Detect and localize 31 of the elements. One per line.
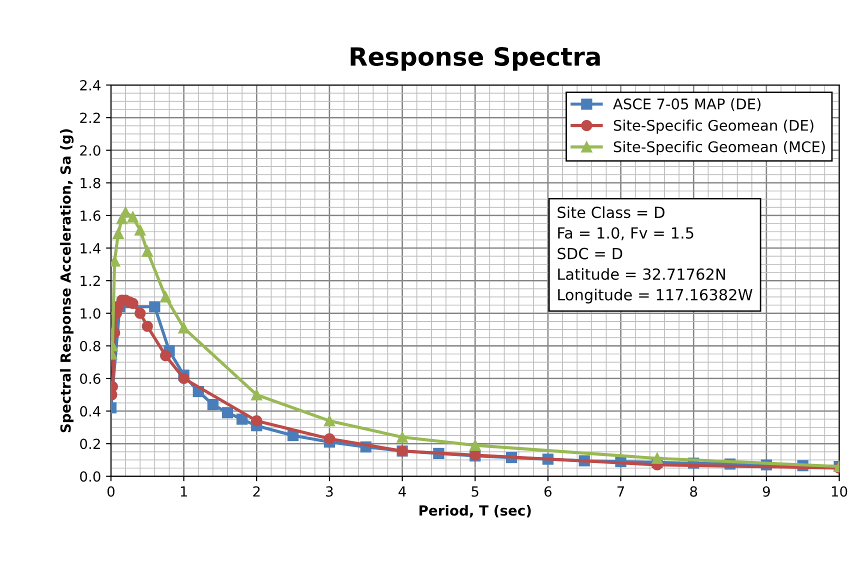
x-tick-label: 7 [617, 486, 624, 497]
x-tick-label: 6 [544, 486, 552, 497]
y-tick-label: 0.0 [80, 471, 100, 482]
y-tick-label: 1.4 [80, 243, 100, 254]
y-axis-title: Spectral Response Acceleration, Sa (g) [60, 129, 74, 432]
legend-label: Site-Specific Geomean (DE) [614, 120, 814, 134]
y-tick-label: 0.8 [80, 340, 100, 352]
x-axis-title: Period, T (sec) [420, 505, 531, 518]
x-tick-label: 4 [398, 486, 406, 497]
annotation: Site Class = D Fa = 1.0, Fv = 1.5 SDC = D Latitude = 32.71762N Longitude = 117.16382W [558, 206, 752, 304]
legend-label: Site-Specific Geomean (MCE) [614, 140, 825, 156]
x-tick-label: 5 [472, 486, 478, 497]
x-tick-label: 8 [690, 486, 698, 497]
y-tick-label: 2.2 [80, 112, 100, 123]
y-tick-label: 0.6 [80, 373, 100, 384]
x-tick-label: 10 [832, 486, 848, 497]
y-tick-label: 1.0 [80, 308, 100, 319]
x-tick-label: 0 [107, 486, 114, 497]
x-tick-label: 3 [326, 486, 333, 497]
y-tick-label: 1.2 [80, 276, 100, 286]
y-tick-label: 1.6 [80, 210, 100, 221]
y-tick-label: 0.2 [80, 438, 100, 450]
y-tick-label: 0.4 [80, 406, 100, 417]
legend-label: ASCE 7-05 MAP (DE) [613, 98, 760, 112]
x-tick-label: 9 [762, 486, 770, 497]
y-tick-label: 2.0 [80, 145, 100, 156]
x-tick-label: 1 [180, 486, 187, 497]
x-tick-label: 2 [253, 486, 260, 497]
y-tick-label: 2.4 [80, 80, 100, 90]
y-tick-label: 1.8 [80, 178, 100, 188]
chart-title: Response Spectra [350, 47, 600, 71]
